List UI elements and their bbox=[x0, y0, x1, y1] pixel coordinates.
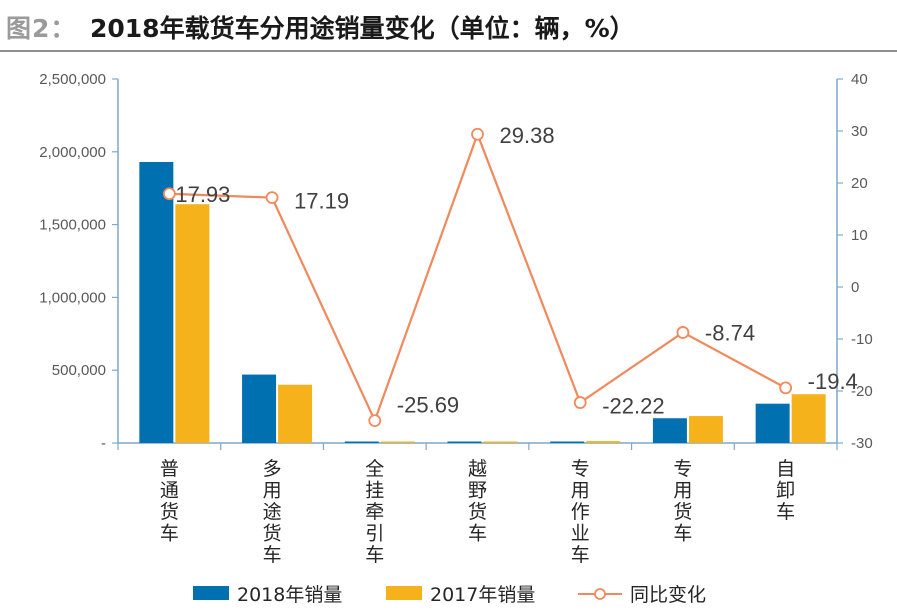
right-tick-label: 40 bbox=[851, 71, 868, 88]
category-label: 专用作业车 bbox=[571, 458, 590, 566]
data-label: -19.4 bbox=[808, 369, 858, 394]
bar-2017 bbox=[278, 384, 313, 443]
category-label: 多用途货车 bbox=[263, 458, 282, 566]
legend-label-2017: 2017年销量 bbox=[430, 584, 535, 606]
legend-swatch-2017 bbox=[386, 586, 422, 600]
data-label: 17.93 bbox=[175, 182, 230, 207]
left-tick-label: 1,500,000 bbox=[39, 217, 106, 234]
bar-2018 bbox=[139, 161, 174, 443]
yoy-point bbox=[676, 326, 690, 339]
legend-swatch-2018 bbox=[193, 586, 229, 600]
yoy-point bbox=[368, 414, 382, 427]
bar-2017 bbox=[791, 394, 826, 443]
legend-label-2018: 2018年销量 bbox=[237, 584, 342, 606]
right-tick-label: 10 bbox=[851, 227, 868, 244]
right-tick-label: -10 bbox=[851, 331, 873, 348]
figure-label: 图2： bbox=[6, 14, 77, 43]
yoy-point bbox=[265, 191, 279, 205]
bar-2018 bbox=[447, 441, 482, 443]
legend-marker-yoy bbox=[594, 588, 606, 600]
data-label: 29.38 bbox=[500, 123, 555, 148]
figure-header: 图2： 2018年载货车分用途销量变化（单位：辆，%） bbox=[0, 0, 897, 52]
bar-2017 bbox=[380, 441, 415, 443]
data-label: -8.74 bbox=[705, 320, 755, 345]
right-tick-label: -30 bbox=[851, 435, 873, 452]
bar-2018 bbox=[242, 374, 277, 443]
left-tick-label: 1,000,000 bbox=[39, 289, 106, 306]
left-tick-label: 2,500,000 bbox=[39, 71, 106, 88]
bar-2018 bbox=[652, 418, 687, 443]
left-tick-label: 2,000,000 bbox=[39, 144, 106, 161]
yoy-point bbox=[162, 187, 176, 201]
bar-2018 bbox=[550, 441, 585, 443]
category-label: 越野货车 bbox=[468, 458, 487, 545]
yoy-point bbox=[779, 381, 793, 395]
category-label: 普通货车 bbox=[160, 458, 179, 545]
data-label: -22.22 bbox=[602, 394, 664, 419]
category-label: 全挂牵引车 bbox=[365, 458, 384, 566]
left-tick-label: - bbox=[101, 435, 106, 452]
bar-2017 bbox=[483, 441, 518, 443]
bar-2017 bbox=[175, 204, 210, 443]
bar-2017 bbox=[586, 441, 621, 443]
bar-2017 bbox=[688, 416, 723, 443]
figure-title: 2018年载货车分用途销量变化（单位：辆，%） bbox=[90, 14, 635, 43]
right-tick-label: -20 bbox=[851, 383, 873, 400]
bar-2018 bbox=[344, 441, 379, 443]
right-tick-label: 30 bbox=[851, 123, 868, 140]
right-tick-label: 20 bbox=[851, 175, 868, 192]
yoy-point bbox=[471, 127, 484, 141]
data-label: -25.69 bbox=[397, 393, 459, 418]
legend-label-yoy: 同比变化 bbox=[630, 584, 706, 606]
data-label: 17.19 bbox=[294, 189, 349, 214]
category-label: 自卸车 bbox=[776, 458, 795, 523]
right-tick-label: 0 bbox=[851, 279, 859, 296]
category-label: 专用货车 bbox=[673, 458, 692, 545]
yoy-point bbox=[573, 396, 587, 409]
left-tick-label: 500,000 bbox=[52, 362, 106, 379]
bar-2018 bbox=[755, 403, 790, 443]
